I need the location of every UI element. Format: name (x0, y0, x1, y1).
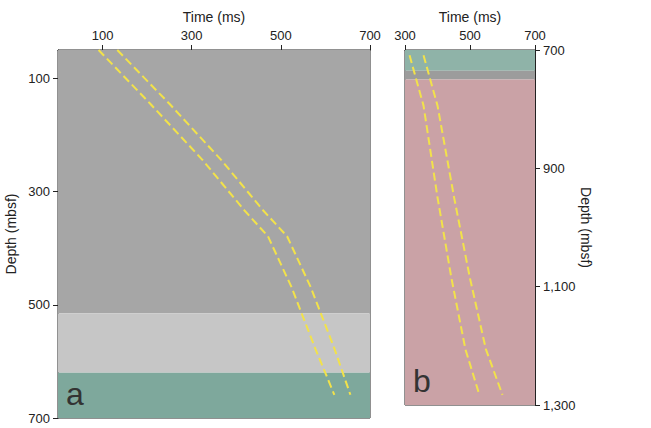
svg-text:Depth (mbsf): Depth (mbsf) (578, 187, 594, 268)
svg-text:100: 100 (28, 71, 50, 86)
svg-text:700: 700 (359, 28, 381, 43)
svg-text:300: 300 (28, 184, 50, 199)
svg-text:1,100: 1,100 (543, 279, 576, 294)
svg-text:b: b (413, 363, 431, 399)
svg-text:500: 500 (270, 28, 292, 43)
svg-text:300: 300 (181, 28, 203, 43)
svg-text:700: 700 (28, 411, 50, 426)
svg-text:Time (ms): Time (ms) (183, 9, 245, 25)
svg-text:900: 900 (543, 161, 565, 176)
svg-text:500: 500 (459, 28, 481, 43)
svg-text:Depth (mbsf): Depth (mbsf) (3, 194, 19, 275)
svg-text:700: 700 (524, 28, 546, 43)
svg-text:500: 500 (28, 297, 50, 312)
svg-text:Time (ms): Time (ms) (439, 9, 501, 25)
svg-text:100: 100 (92, 28, 114, 43)
svg-text:1,300: 1,300 (543, 398, 576, 413)
svg-text:a: a (66, 376, 84, 412)
svg-text:300: 300 (394, 28, 416, 43)
svg-text:700: 700 (543, 43, 565, 58)
